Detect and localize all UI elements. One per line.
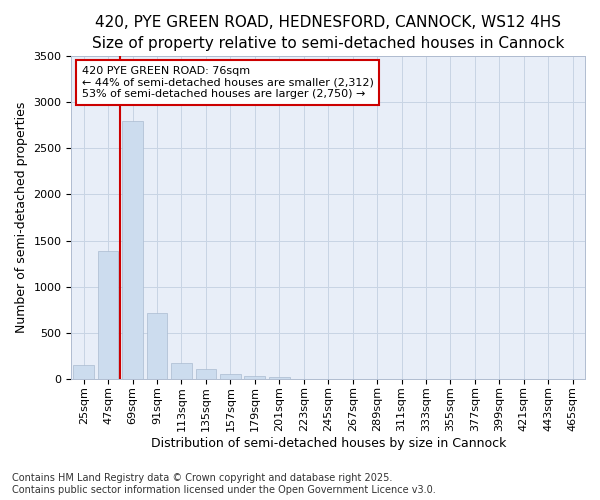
Bar [244, 376, 265, 378]
Bar [98, 250, 118, 378]
Bar [73, 365, 94, 378]
Bar [171, 364, 192, 378]
Title: 420, PYE GREEN ROAD, HEDNESFORD, CANNOCK, WS12 4HS
Size of property relative to : 420, PYE GREEN ROAD, HEDNESFORD, CANNOCK… [92, 15, 565, 51]
Text: Contains HM Land Registry data © Crown copyright and database right 2025.
Contai: Contains HM Land Registry data © Crown c… [12, 474, 436, 495]
Bar [122, 121, 143, 378]
Bar [220, 374, 241, 378]
Bar [146, 314, 167, 378]
Bar [196, 368, 217, 378]
Text: 420 PYE GREEN ROAD: 76sqm
← 44% of semi-detached houses are smaller (2,312)
53% : 420 PYE GREEN ROAD: 76sqm ← 44% of semi-… [82, 66, 374, 99]
Y-axis label: Number of semi-detached properties: Number of semi-detached properties [15, 102, 28, 333]
X-axis label: Distribution of semi-detached houses by size in Cannock: Distribution of semi-detached houses by … [151, 437, 506, 450]
